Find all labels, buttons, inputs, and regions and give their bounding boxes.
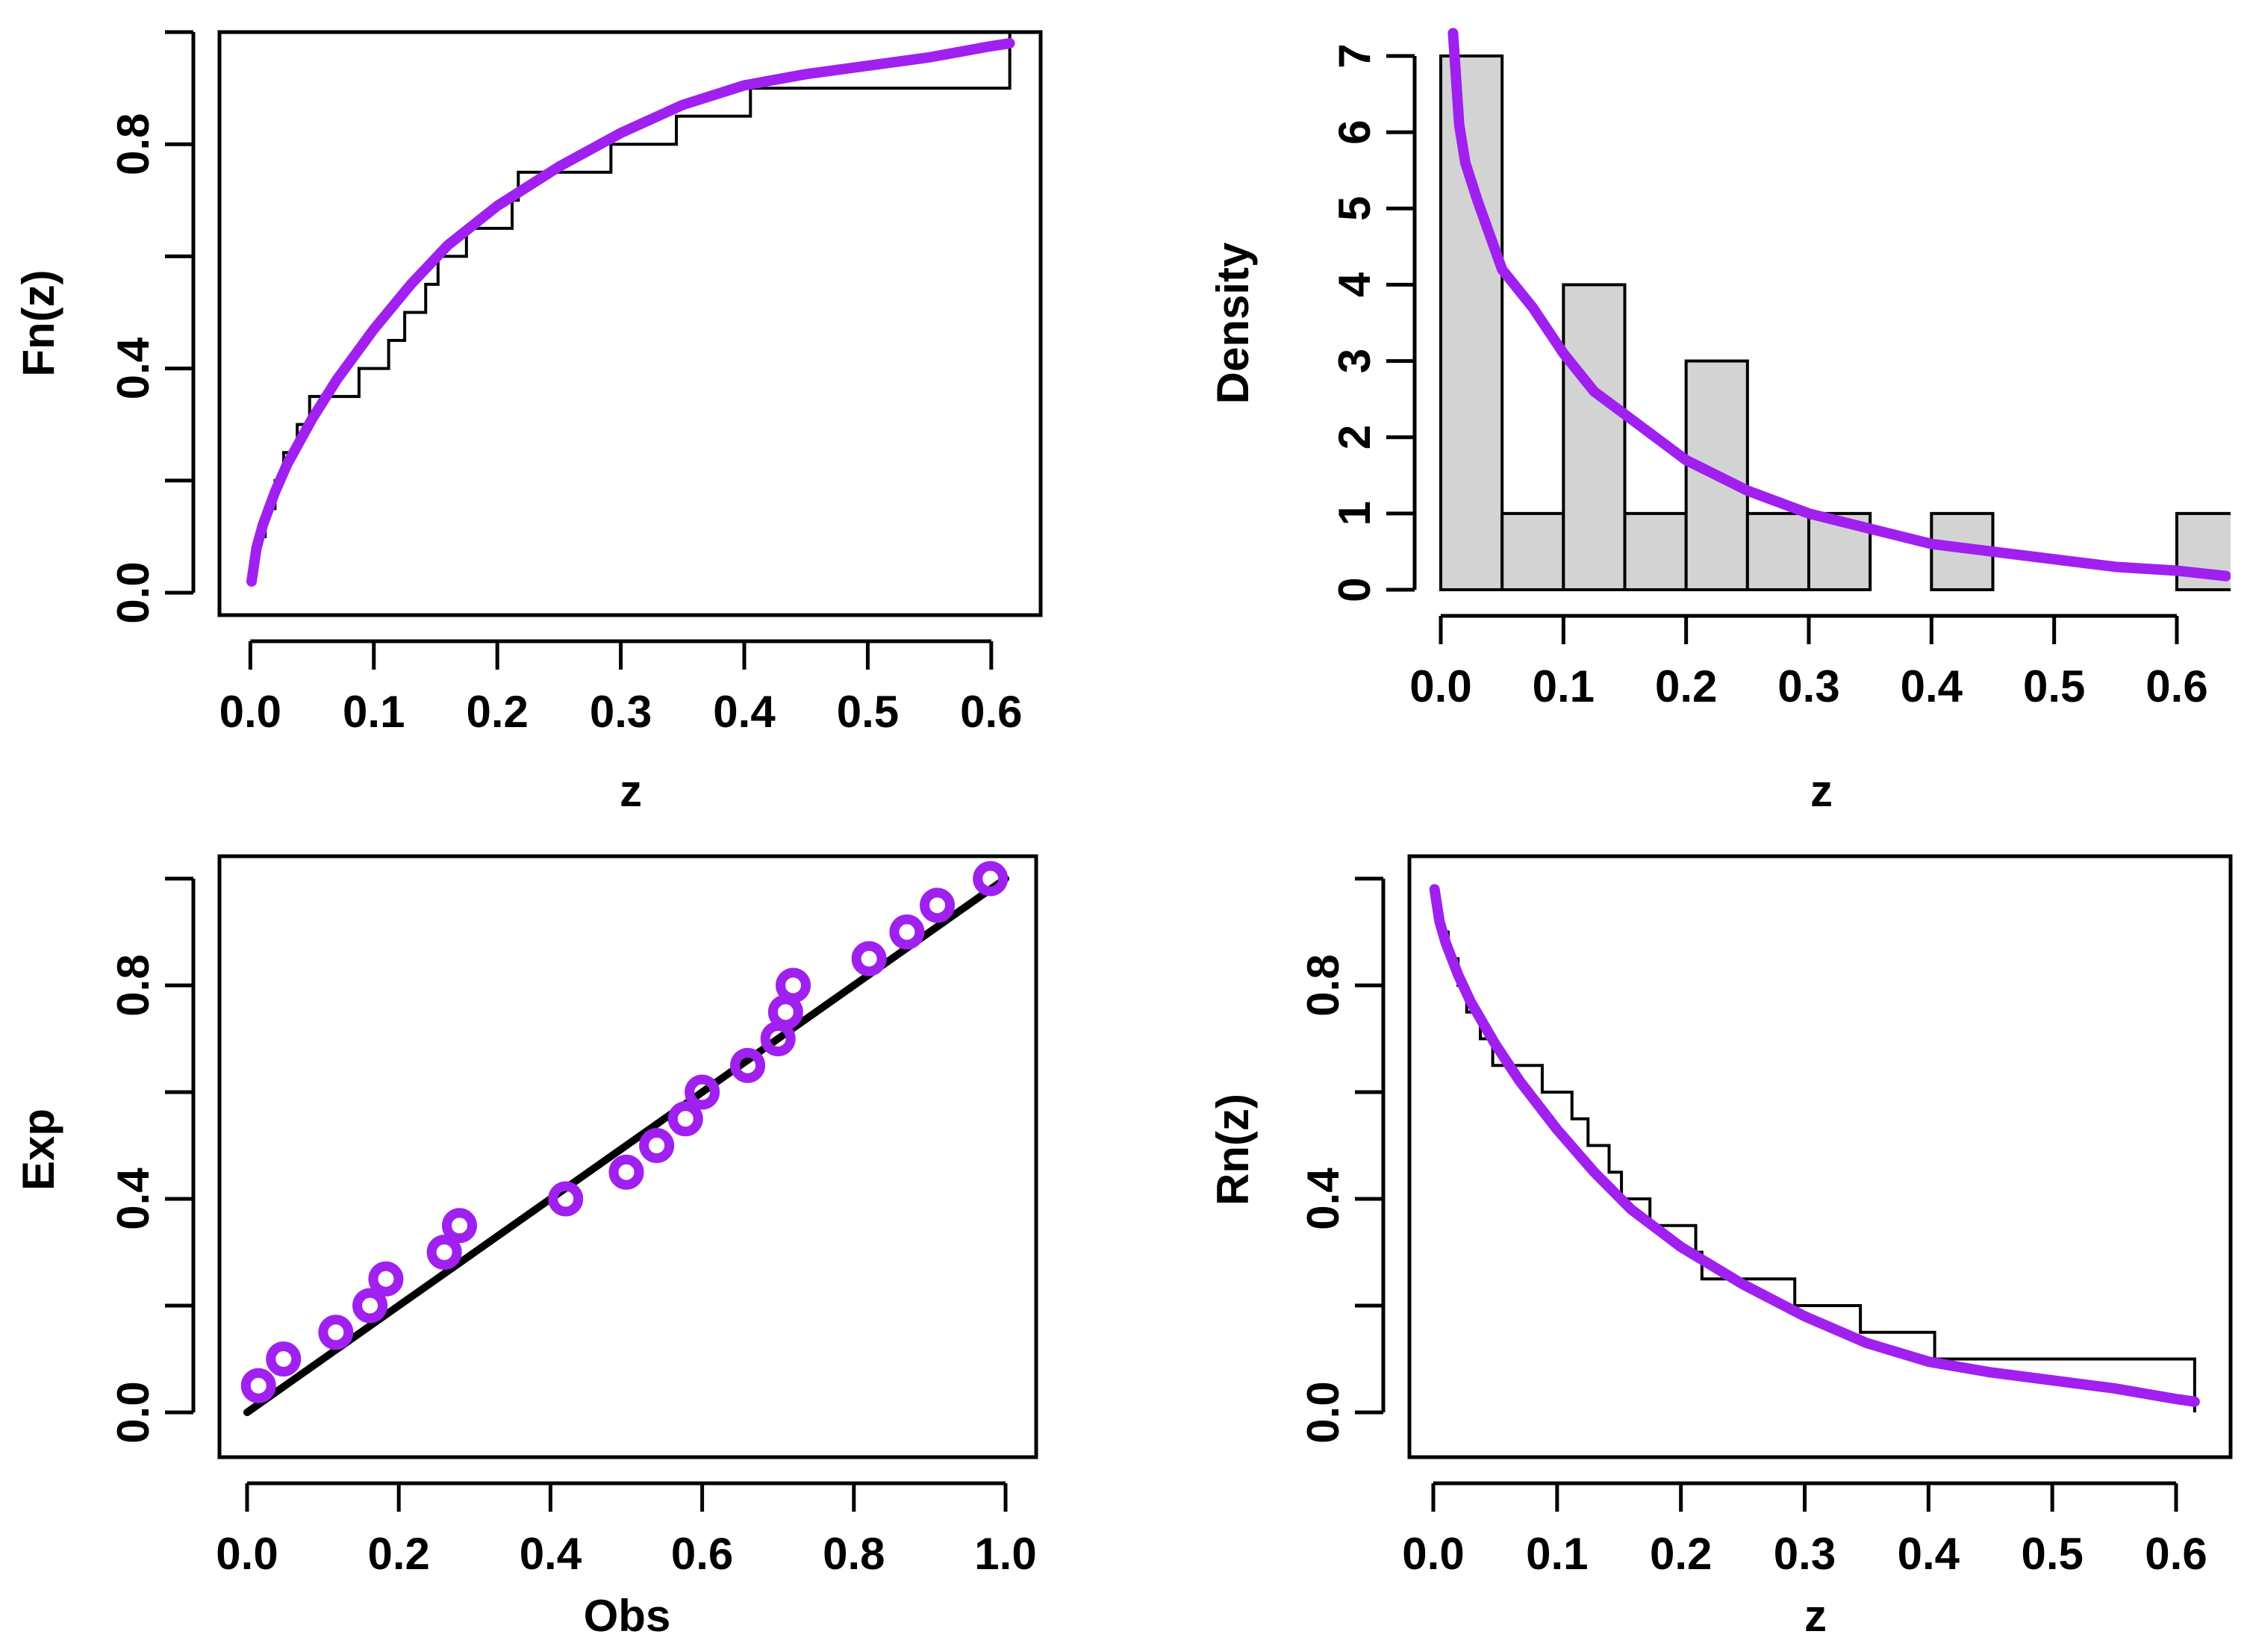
ecdf-y-tick-label: 0.4 xyxy=(108,337,158,399)
histogram-x-tick-label: 0.1 xyxy=(1533,661,1595,711)
pp-point xyxy=(441,1208,477,1244)
ecdf-x-tick-label: 0.3 xyxy=(590,687,652,737)
pp-point xyxy=(685,1074,720,1110)
pp-x-tick-label: 0.6 xyxy=(671,1529,733,1579)
ecdf-x-tick-label: 0.5 xyxy=(837,687,899,737)
survival-x-tick-label: 0.3 xyxy=(1774,1529,1836,1579)
ecdf-x-tick-label: 0.2 xyxy=(466,687,528,737)
pp-x-tick-label: 1.0 xyxy=(974,1529,1036,1579)
ecdf-plot-box xyxy=(217,30,1043,617)
pp-point xyxy=(730,1047,766,1083)
survival-plot-box xyxy=(1407,854,2233,1459)
histogram-y-tick-label: 3 xyxy=(1330,349,1380,373)
pp-point xyxy=(318,1315,354,1350)
ecdf-y-tick-label: 0.0 xyxy=(108,561,158,623)
histogram-y-tick-label: 6 xyxy=(1330,119,1380,144)
histogram-y-tick-label: 1 xyxy=(1330,501,1380,526)
pp-point xyxy=(548,1181,584,1217)
survival-x-tick-label: 0.1 xyxy=(1526,1529,1588,1579)
ecdf-y-axis-title: Fn(z) xyxy=(13,269,63,376)
histogram-y-tick-label: 2 xyxy=(1330,425,1380,449)
survival-panel: 0.0 0.1 0.2 0.3 0.4 0.5 0.6 0.0 0.4 0.8 z Rn(z) xyxy=(1208,854,2233,1641)
pp-y-tick-label: 0.0 xyxy=(108,1381,158,1443)
histogram-bars xyxy=(1439,28,2231,591)
pp-y-tick-label: 0.8 xyxy=(108,954,158,1016)
histogram-x-tick-label: 0.6 xyxy=(2145,661,2207,711)
survival-x-tick-label: 0.0 xyxy=(1402,1529,1464,1579)
survival-x-tick-label: 0.4 xyxy=(1898,1529,1960,1579)
histogram-y-tick-label: 5 xyxy=(1330,196,1380,221)
ecdf-x-axis-title: z xyxy=(620,766,642,816)
survival-x-tick-label: 0.5 xyxy=(2021,1529,2083,1579)
pp-point xyxy=(889,914,925,950)
pp-x-tick-label: 0.0 xyxy=(216,1529,278,1579)
survival-y-tick-label: 0.4 xyxy=(1298,1168,1348,1230)
pp-plot-box xyxy=(217,854,1038,1459)
histogram-fitted-density xyxy=(1447,28,2231,582)
pp-x-tick-label: 0.4 xyxy=(520,1529,582,1579)
pp-marks: 0.0 0.2 0.4 0.6 0.8 1.0 0.0 0.4 0.8 xyxy=(108,861,1037,1579)
pp-point xyxy=(266,1341,302,1377)
survival-y-tick-label: 0.0 xyxy=(1298,1381,1348,1443)
histogram-y-tick-label: 4 xyxy=(1330,272,1380,297)
survival-x-tick-label: 0.2 xyxy=(1650,1529,1712,1579)
ecdf-x-tick-label: 0.6 xyxy=(960,687,1022,737)
pp-x-axis-title: Obs xyxy=(584,1591,671,1641)
pp-x-tick-label: 0.8 xyxy=(823,1529,885,1579)
histogram-y-tick-label: 7 xyxy=(1330,43,1380,68)
histogram-x-tick-label: 0.5 xyxy=(2023,661,2085,711)
pp-point xyxy=(851,941,887,976)
survival-y-tick-label: 0.8 xyxy=(1298,954,1348,1016)
histogram-bar xyxy=(1623,511,1688,591)
ecdf-fitted-curve xyxy=(246,38,1015,587)
histogram-bar xyxy=(1745,511,1810,591)
pp-point xyxy=(973,861,1009,897)
pp-point xyxy=(368,1261,404,1297)
ecdf-x-tick-label: 0.0 xyxy=(219,687,281,737)
ecdf-x-tick-label: 0.1 xyxy=(343,687,405,737)
survival-fitted-curve xyxy=(1429,884,2200,1407)
histogram-bar xyxy=(1439,54,1504,591)
histogram-bar xyxy=(1500,511,1565,591)
ecdf-x-tick-label: 0.4 xyxy=(713,687,776,737)
pp-y-tick-label: 0.4 xyxy=(108,1168,158,1230)
ecdf-panel: 0.0 0.1 0.2 0.3 0.4 0.5 0.6 0.0 0.4 0.8 z Fn(z) xyxy=(13,30,1043,816)
pp-point xyxy=(240,1368,276,1403)
survival-y-axis-title: Rn(z) xyxy=(1208,1094,1258,1206)
histogram-x-tick-label: 0.0 xyxy=(1409,661,1471,711)
survival-marks: 0.0 0.1 0.2 0.3 0.4 0.5 0.6 0.0 0.4 0.8 xyxy=(1298,876,2207,1579)
pp-panel: 0.0 0.2 0.4 0.6 0.8 1.0 0.0 0.4 0.8 Obs Exp xyxy=(13,854,1038,1641)
pp-point xyxy=(426,1235,462,1270)
pp-point xyxy=(920,888,956,923)
ecdf-marks: 0.0 0.1 0.2 0.3 0.4 0.5 0.6 0.0 0.4 0.8 xyxy=(108,30,1023,737)
histogram-y-tick-label: 0 xyxy=(1330,577,1380,602)
histogram-x-tick-label: 0.2 xyxy=(1655,661,1717,711)
histogram-bar xyxy=(1562,283,1627,591)
pp-point xyxy=(667,1101,703,1137)
pp-y-axis-title: Exp xyxy=(13,1109,63,1191)
pp-point xyxy=(639,1128,675,1163)
ecdf-y-tick-label: 0.8 xyxy=(108,113,158,175)
histogram-marks: 0.0 0.1 0.2 0.3 0.4 0.5 0.6 0 1 2 3 4 5 6 7 xyxy=(1330,28,2231,711)
histogram-y-axis-title: Density xyxy=(1208,242,1258,404)
pp-x-tick-label: 0.2 xyxy=(367,1529,429,1579)
survival-x-axis-title: z xyxy=(1804,1591,1827,1641)
pp-point xyxy=(608,1154,644,1190)
survival-x-tick-label: 0.6 xyxy=(2145,1529,2207,1579)
histogram-x-tick-label: 0.3 xyxy=(1777,661,1839,711)
pp-point xyxy=(352,1288,388,1324)
histogram-bar xyxy=(1684,359,1749,591)
histogram-x-axis-title: z xyxy=(1810,766,1833,816)
pp-point xyxy=(776,967,811,1003)
histogram-x-tick-label: 0.4 xyxy=(1901,661,1963,711)
histogram-panel: 0.0 0.1 0.2 0.3 0.4 0.5 0.6 0 1 2 3 4 5 6 7 z Density xyxy=(1208,28,2231,816)
